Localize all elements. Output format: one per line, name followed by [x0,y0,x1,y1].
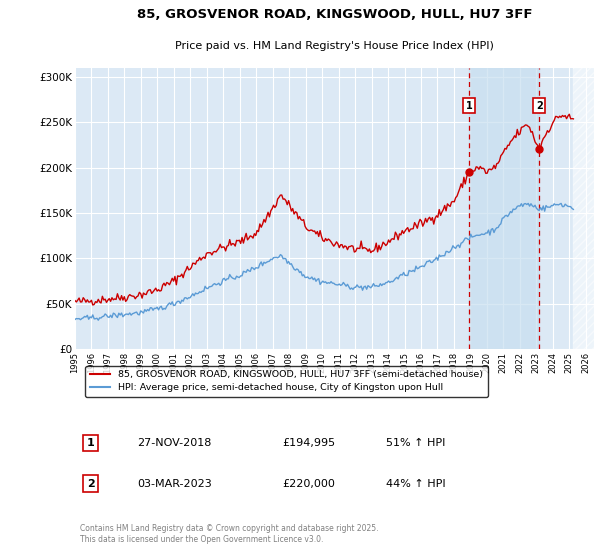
Bar [469,68,539,349]
Text: 85, GROSVENOR ROAD, KINGSWOOD, HULL, HU7 3FF: 85, GROSVENOR ROAD, KINGSWOOD, HULL, HU7… [137,8,532,21]
Legend: 85, GROSVENOR ROAD, KINGSWOOD, HULL, HU7 3FF (semi-detached house), HPI: Average: 85, GROSVENOR ROAD, KINGSWOOD, HULL, HU7… [85,366,488,397]
Text: 1: 1 [86,438,94,448]
Text: 03-MAR-2023: 03-MAR-2023 [137,479,212,488]
Text: 27-NOV-2018: 27-NOV-2018 [137,438,212,448]
Text: £220,000: £220,000 [283,479,335,488]
Text: 2: 2 [86,479,94,488]
Text: 2: 2 [536,101,542,111]
Text: Contains HM Land Registry data © Crown copyright and database right 2025.
This d: Contains HM Land Registry data © Crown c… [80,525,379,544]
Text: 51% ↑ HPI: 51% ↑ HPI [386,438,446,448]
Bar [574,68,594,349]
Text: 44% ↑ HPI: 44% ↑ HPI [386,479,446,488]
Text: £194,995: £194,995 [283,438,336,448]
Text: 1: 1 [466,101,472,111]
Text: Price paid vs. HM Land Registry's House Price Index (HPI): Price paid vs. HM Land Registry's House … [175,41,494,51]
